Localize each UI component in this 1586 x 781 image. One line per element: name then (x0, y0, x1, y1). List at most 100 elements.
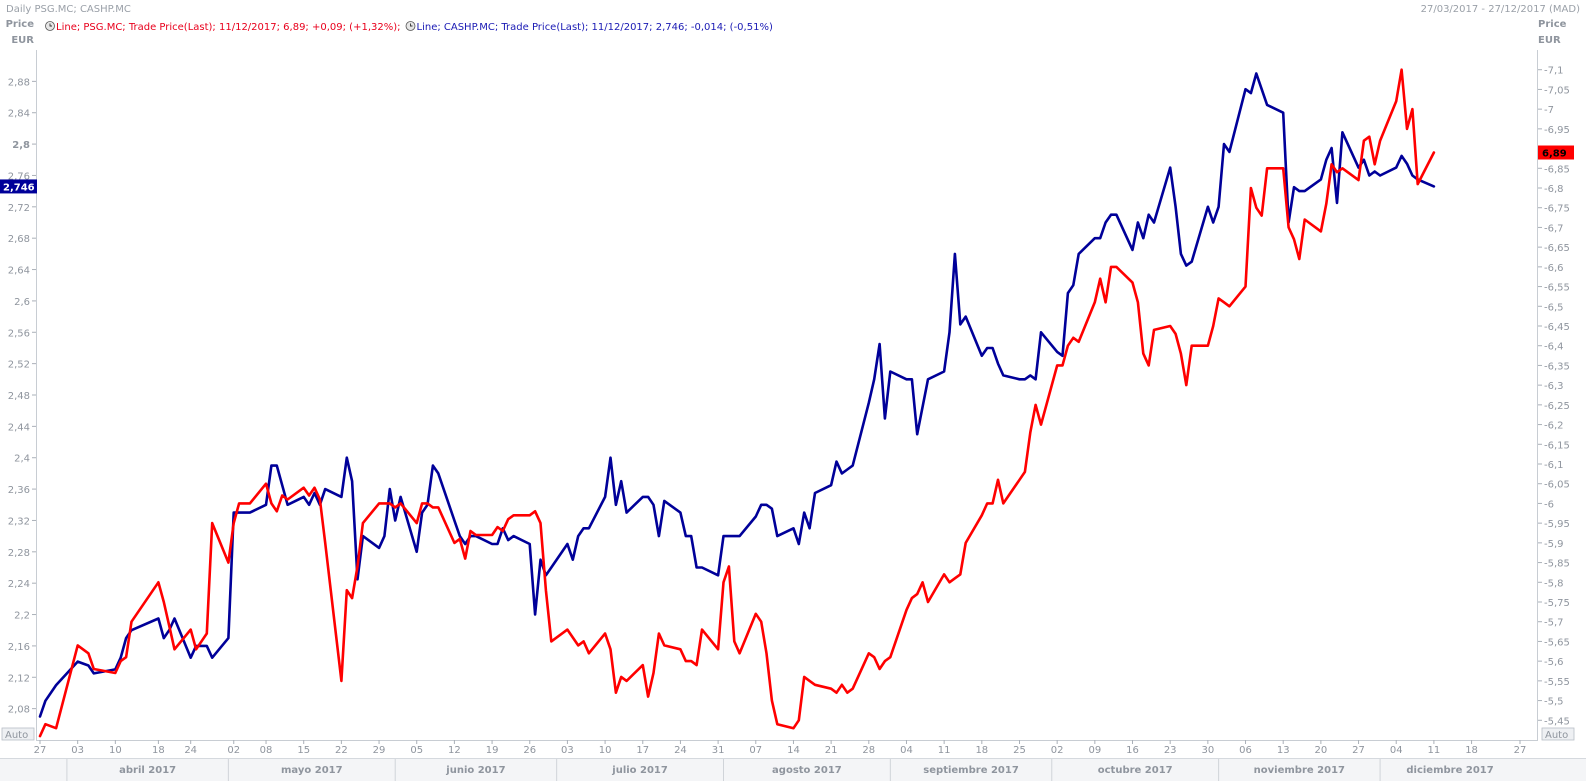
x-tick-label: 14 (787, 745, 800, 756)
auto-scale-button-right[interactable]: Auto (1541, 727, 1575, 741)
x-tick-label: 03 (71, 745, 84, 756)
chart-title: Daily PSG.MC; CASHP.MC (6, 4, 131, 15)
x-tick-label: 06 (1239, 745, 1252, 756)
left-tick-label: 2,28 (8, 548, 30, 559)
right-tick-label: -5,55 (1544, 677, 1570, 688)
right-tick-label: -5,5 (1544, 697, 1564, 708)
right-axis-ticks: -5,45 -5,5 -5,55 -5,6 -5,65 -5,7 -5,75 -5,8 -5,8… (1538, 66, 1570, 727)
clock-hands-icon (49, 23, 52, 27)
x-tick-label: 31 (712, 745, 725, 756)
clock-hands-icon (410, 23, 413, 27)
x-tick-label: 09 (1088, 745, 1101, 756)
right-tick-label: -5,65 (1544, 637, 1570, 648)
left-tick-label: 2,84 (8, 109, 30, 120)
x-tick-label: 11 (1428, 745, 1441, 756)
left-tick-label: 2,68 (8, 234, 30, 245)
right-tick-label: -6,3 (1544, 381, 1564, 392)
last-value-badge-right (1538, 145, 1574, 160)
series-line-cashp-mc (38, 72, 1436, 718)
right-tick-label: -7,05 (1544, 85, 1570, 96)
left-tick-label: 2,2 (14, 611, 30, 622)
left-tick-label: 2,48 (8, 391, 30, 402)
x-tick-label: 28 (862, 745, 875, 756)
right-tick-label: -6,1 (1544, 460, 1564, 471)
right-tick-label: -6,05 (1544, 480, 1570, 491)
x-tick-label: 10 (109, 745, 122, 756)
month-label: noviembre 2017 (1254, 765, 1345, 776)
left-tick-label: 2,88 (8, 77, 30, 88)
x-tick-label: 03 (561, 745, 574, 756)
right-tick-label: -6,45 (1544, 322, 1570, 333)
x-tick-label: 04 (1390, 745, 1403, 756)
left-tick-label: 2,8 (12, 140, 30, 151)
right-tick-label: -6,15 (1544, 440, 1570, 451)
last-value-badge-left (0, 179, 37, 194)
month-label: septiembre 2017 (923, 765, 1019, 776)
x-tick-label: 04 (900, 745, 913, 756)
left-tick-label: 2,24 (8, 579, 30, 590)
x-tick-label: 29 (373, 745, 386, 756)
right-tick-label: -5,8 (1544, 578, 1564, 589)
x-tick-label: 11 (938, 745, 951, 756)
legend-text-psg: Line; PSG.MC; Trade Price(Last); 11/12/2… (56, 22, 401, 33)
x-tick-label: 02 (227, 745, 240, 756)
left-tick-label: 2,4 (14, 454, 30, 465)
right-tick-label: -6,6 (1544, 263, 1564, 274)
right-tick-label: -6,75 (1544, 204, 1570, 215)
x-tick-label: 16 (1126, 745, 1139, 756)
x-tick-label: 24 (184, 745, 197, 756)
left-tick-label: 2,44 (8, 422, 30, 433)
x-tick-label: 15 (297, 745, 310, 756)
right-tick-label: -5,9 (1544, 539, 1564, 550)
x-tick-label: 30 (1201, 745, 1214, 756)
legend: Line; PSG.MC; Trade Price(Last); 11/12/2… (45, 21, 773, 34)
right-tick-label: -6,35 (1544, 361, 1570, 372)
right-tick-label: -6,7 (1544, 223, 1564, 234)
month-label: mayo 2017 (281, 765, 343, 776)
legend-text-cashp: Line; CASHP.MC; Trade Price(Last); 11/12… (417, 22, 773, 33)
right-unit-price: Price (1538, 19, 1567, 30)
right-tick-label: -6 (1544, 499, 1554, 510)
x-tick-label: 27 (1514, 745, 1527, 756)
auto-scale-button-left[interactable]: Auto (1, 727, 35, 741)
right-unit-eur: EUR (1538, 35, 1561, 46)
left-tick-label: 2,12 (8, 673, 30, 684)
x-tick-label: 25 (1013, 745, 1026, 756)
x-tick-label: 12 (448, 745, 461, 756)
x-axis-months: abril 2017 mayo 2017 junio 2017 julio 2017 a… (66, 759, 1494, 781)
right-tick-label: -6,55 (1544, 283, 1570, 294)
month-label: agosto 2017 (772, 765, 842, 776)
x-tick-label: 18 (1465, 745, 1478, 756)
x-axis-ticks: 27 03 10 18 24 02 08 15 22 29 05 12 19 26 03 10 17 24 31 07… (34, 740, 1527, 756)
x-tick-label: 23 (1164, 745, 1177, 756)
left-tick-label: 2,36 (8, 485, 30, 496)
last-value-left: 2,746 (3, 182, 35, 193)
x-tick-label: 27 (34, 745, 47, 756)
legend-entry-psg[interactable]: Line; PSG.MC; Trade Price(Last); 11/12/2… (45, 21, 401, 34)
series-group (38, 68, 1436, 738)
right-tick-label: -6,4 (1544, 342, 1564, 353)
x-tick-label: 24 (674, 745, 687, 756)
left-tick-label: 2,72 (8, 203, 30, 214)
auto-left-label: Auto (5, 730, 28, 741)
right-tick-label: -6,2 (1544, 421, 1564, 432)
x-tick-label: 17 (636, 745, 649, 756)
x-tick-label: 18 (152, 745, 165, 756)
last-value-right: 6,89 (1542, 149, 1567, 160)
right-tick-label: -5,7 (1544, 618, 1564, 629)
x-tick-label: 20 (1315, 745, 1328, 756)
month-label: diciembre 2017 (1406, 765, 1493, 776)
x-tick-label: 08 (260, 745, 273, 756)
legend-entry-cashp[interactable]: Line; CASHP.MC; Trade Price(Last); 11/12… (405, 21, 773, 34)
right-tick-label: -6,95 (1544, 125, 1570, 136)
month-label: octubre 2017 (1098, 765, 1173, 776)
left-tick-label: 2,16 (8, 642, 30, 653)
right-tick-label: -5,45 (1544, 716, 1570, 727)
left-tick-label: 2,56 (8, 328, 30, 339)
left-tick-label: 2,64 (8, 266, 30, 277)
x-tick-label: 13 (1277, 745, 1290, 756)
month-label: abril 2017 (119, 765, 176, 776)
right-tick-label: -6,5 (1544, 302, 1564, 313)
x-tick-label: 10 (599, 745, 612, 756)
